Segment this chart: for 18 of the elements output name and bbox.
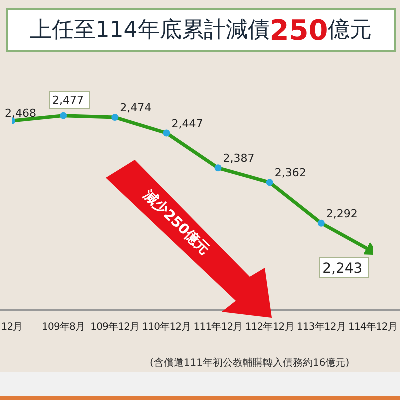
data-label: 2,477: [52, 94, 84, 107]
x-tick-label: 111年12月: [194, 321, 243, 333]
chart-title: 上任至114年底累計減債250億元: [30, 14, 372, 46]
data-label: 2,362: [274, 166, 306, 180]
x-tick-label: 109年8月: [42, 321, 86, 333]
x-tick-label: 114年12月: [348, 321, 398, 333]
data-label: 2,468: [5, 107, 36, 120]
x-tick-label: 109年12月: [90, 321, 140, 333]
x-tick-label: 112年12月: [245, 321, 294, 333]
text: (含償還111年初公教輔購轉入債務約16億元): [150, 356, 350, 370]
x-tick-label: 110年12月: [142, 321, 192, 333]
x-tick-label: 113年12月: [296, 321, 346, 333]
data-label: 2,292: [326, 207, 358, 220]
data-label: 2,474: [120, 102, 152, 115]
x-tick-label: 12月: [1, 322, 23, 333]
data-label: 2,447: [172, 117, 204, 130]
data-label: 2,387: [223, 152, 255, 166]
data-label: 2,243: [322, 260, 363, 277]
